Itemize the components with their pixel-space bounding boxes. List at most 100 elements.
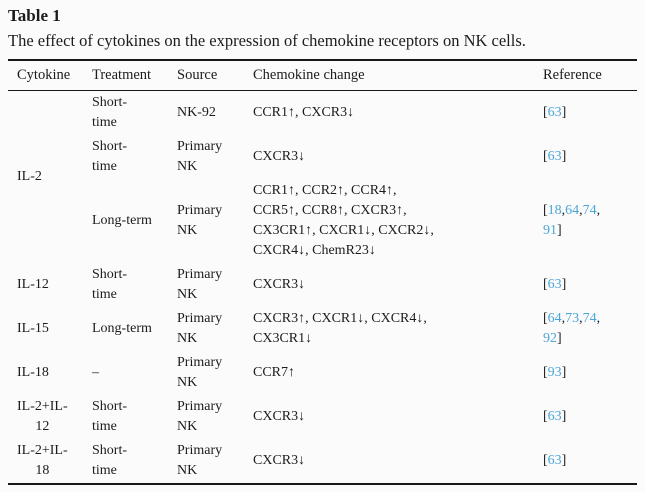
- column-header-reference: Reference: [543, 67, 602, 83]
- cell-line: 12: [35, 419, 50, 434]
- chemokine-change-cell: CCR1↑, CCR2↑, CCR4↑, CCR5↑, CCR8↑, CXCR3↑…: [253, 179, 543, 263]
- treatment-cell: Long-term: [92, 307, 177, 351]
- cell-line: NK: [177, 223, 198, 238]
- column-header-source: Source: [177, 67, 218, 83]
- cell-line: NK: [177, 375, 198, 390]
- cytokine-cell: IL-18: [8, 351, 92, 395]
- cell-line: CCR1↑, CXCR3↓: [253, 105, 355, 120]
- reference-link[interactable]: 63: [547, 277, 562, 292]
- cell-line: NK: [177, 159, 198, 174]
- cytokine-cell: IL-2+IL- 18: [8, 439, 92, 484]
- table-row: IL-12 Short-time Primary NK CXCR3↓ [63]: [8, 263, 637, 307]
- table-body: IL-2 Short-time NK-92 CCR1↑, CXCR3↓ [63] Shor…: [8, 91, 637, 485]
- cell-line: Short-: [92, 139, 127, 154]
- reference-link[interactable]: 64: [547, 311, 562, 326]
- cytokine-cell: IL-2+IL- 12: [8, 395, 92, 439]
- cell-line: time: [92, 463, 117, 478]
- cell-line: time: [92, 419, 117, 434]
- reference-cell: [63]: [543, 135, 637, 179]
- treatment-cell: Short-time: [92, 439, 177, 484]
- reference-line: [63]: [543, 453, 567, 468]
- reference-cell: [63]: [543, 439, 637, 484]
- treatment-cell: Short-time: [92, 135, 177, 179]
- cell-line: IL-2+IL-: [17, 443, 68, 458]
- reference-link[interactable]: 93: [547, 365, 562, 380]
- reference-link[interactable]: 92: [543, 331, 557, 346]
- table-row: IL-2 Short-time NK-92 CCR1↑, CXCR3↓ [63]: [8, 91, 637, 184]
- chemokine-change-cell: CXCR3↓: [253, 439, 543, 484]
- cytokine-label: IL-15: [17, 319, 49, 339]
- source-cell: Primary NK: [177, 351, 253, 395]
- cell-line: CCR1↑, CCR2↑, CCR4↑,: [253, 183, 397, 198]
- reference-link[interactable]: 63: [547, 149, 562, 164]
- reference-line: 92]: [543, 331, 562, 346]
- reference-link[interactable]: 63: [547, 409, 562, 424]
- cell-line: NK: [177, 419, 198, 434]
- reference-cell: [63]: [543, 263, 637, 307]
- table-row: IL-18 – Primary NK CCR7↑ [93]: [8, 351, 637, 395]
- cell-line: IL-2: [17, 168, 42, 184]
- cell-line: CXCR3↓: [253, 409, 306, 424]
- cell-line: CCR7↑: [253, 365, 296, 380]
- reference-line: [63]: [543, 149, 567, 164]
- cell-line: Primary: [177, 311, 223, 326]
- chemokine-change-cell: CCR1↑, CXCR3↓: [253, 91, 543, 136]
- cell-line: Primary: [177, 355, 223, 370]
- reference-cell: [63]: [543, 395, 637, 439]
- reference-line: [63]: [543, 277, 567, 292]
- cytokine-cell: IL-12: [8, 263, 92, 307]
- cell-line: IL-15: [17, 320, 49, 336]
- source-cell: NK-92: [177, 91, 253, 136]
- reference-link[interactable]: 74: [582, 311, 597, 326]
- chemokine-change-cell: CXCR3↓: [253, 135, 543, 179]
- cell-line: CXCR3↓: [253, 453, 306, 468]
- cell-line: Primary: [177, 443, 223, 458]
- cell-line: 18: [35, 463, 50, 478]
- source-cell: Primary NK: [177, 263, 253, 307]
- chemokine-change-cell: CXCR3↑, CXCR1↓, CXCR4↓, CX3CR1↓: [253, 307, 543, 351]
- cell-line: Short-: [92, 443, 127, 458]
- source-cell: Primary NK: [177, 179, 253, 263]
- cell-line: Short-: [92, 267, 127, 282]
- reference-link[interactable]: 18: [547, 203, 562, 218]
- cell-line: IL-2+IL-: [17, 399, 68, 414]
- reference-link[interactable]: 63: [547, 453, 562, 468]
- reference-cell: [63]: [543, 91, 637, 136]
- source-cell: Primary NK: [177, 135, 253, 179]
- cytokine-label: IL-18: [17, 363, 49, 383]
- cell-line: IL-12: [17, 276, 49, 292]
- cell-line: Primary: [177, 399, 223, 414]
- reference-link[interactable]: 73: [565, 311, 580, 326]
- source-cell: Primary NK: [177, 395, 253, 439]
- cytokine-chemokine-table: Cytokine Treatment Source Chemokine chan…: [8, 59, 637, 485]
- treatment-cell: Short-time: [92, 91, 177, 136]
- cytokine-label: IL-12: [17, 275, 49, 295]
- cell-line: NK-92: [177, 105, 216, 120]
- cell-line: IL-18: [17, 364, 49, 380]
- chemokine-change-cell: CXCR3↓: [253, 395, 543, 439]
- cell-line: Long-term: [92, 321, 152, 336]
- treatment-cell: Long-term: [92, 179, 177, 263]
- treatment-cell: Short-time: [92, 395, 177, 439]
- table-title: Table 1: [8, 6, 61, 25]
- reference-link[interactable]: 63: [547, 105, 562, 120]
- chemokine-change-cell: CCR7↑: [253, 351, 543, 395]
- reference-link[interactable]: 91: [543, 223, 557, 238]
- reference-link[interactable]: 74: [582, 203, 597, 218]
- chemokine-change-cell: CXCR3↓: [253, 263, 543, 307]
- cell-line: CCR5↑, CCR8↑, CXCR3↑,: [253, 203, 407, 218]
- reference-line: [63]: [543, 105, 567, 120]
- column-header-treatment: Treatment: [92, 67, 152, 83]
- cell-line: Short-: [92, 399, 127, 414]
- cell-line: CX3CR1↑, CXCR1↓, CXCR2↓,: [253, 223, 434, 238]
- table-caption: The effect of cytokines on the expressio…: [8, 31, 526, 50]
- reference-line: [18,64,74,: [543, 203, 601, 218]
- reference-link[interactable]: 64: [565, 203, 580, 218]
- cell-line: CXCR3↓: [253, 149, 306, 164]
- source-cell: Primary NK: [177, 307, 253, 351]
- cell-line: CXCR3↓: [253, 277, 306, 292]
- cell-line: NK: [177, 463, 198, 478]
- table-row: IL-15 Long-term Primary NK CXCR3↑, CXCR1↓, C…: [8, 307, 637, 351]
- column-header-chemokine-change: Chemokine change: [253, 67, 365, 83]
